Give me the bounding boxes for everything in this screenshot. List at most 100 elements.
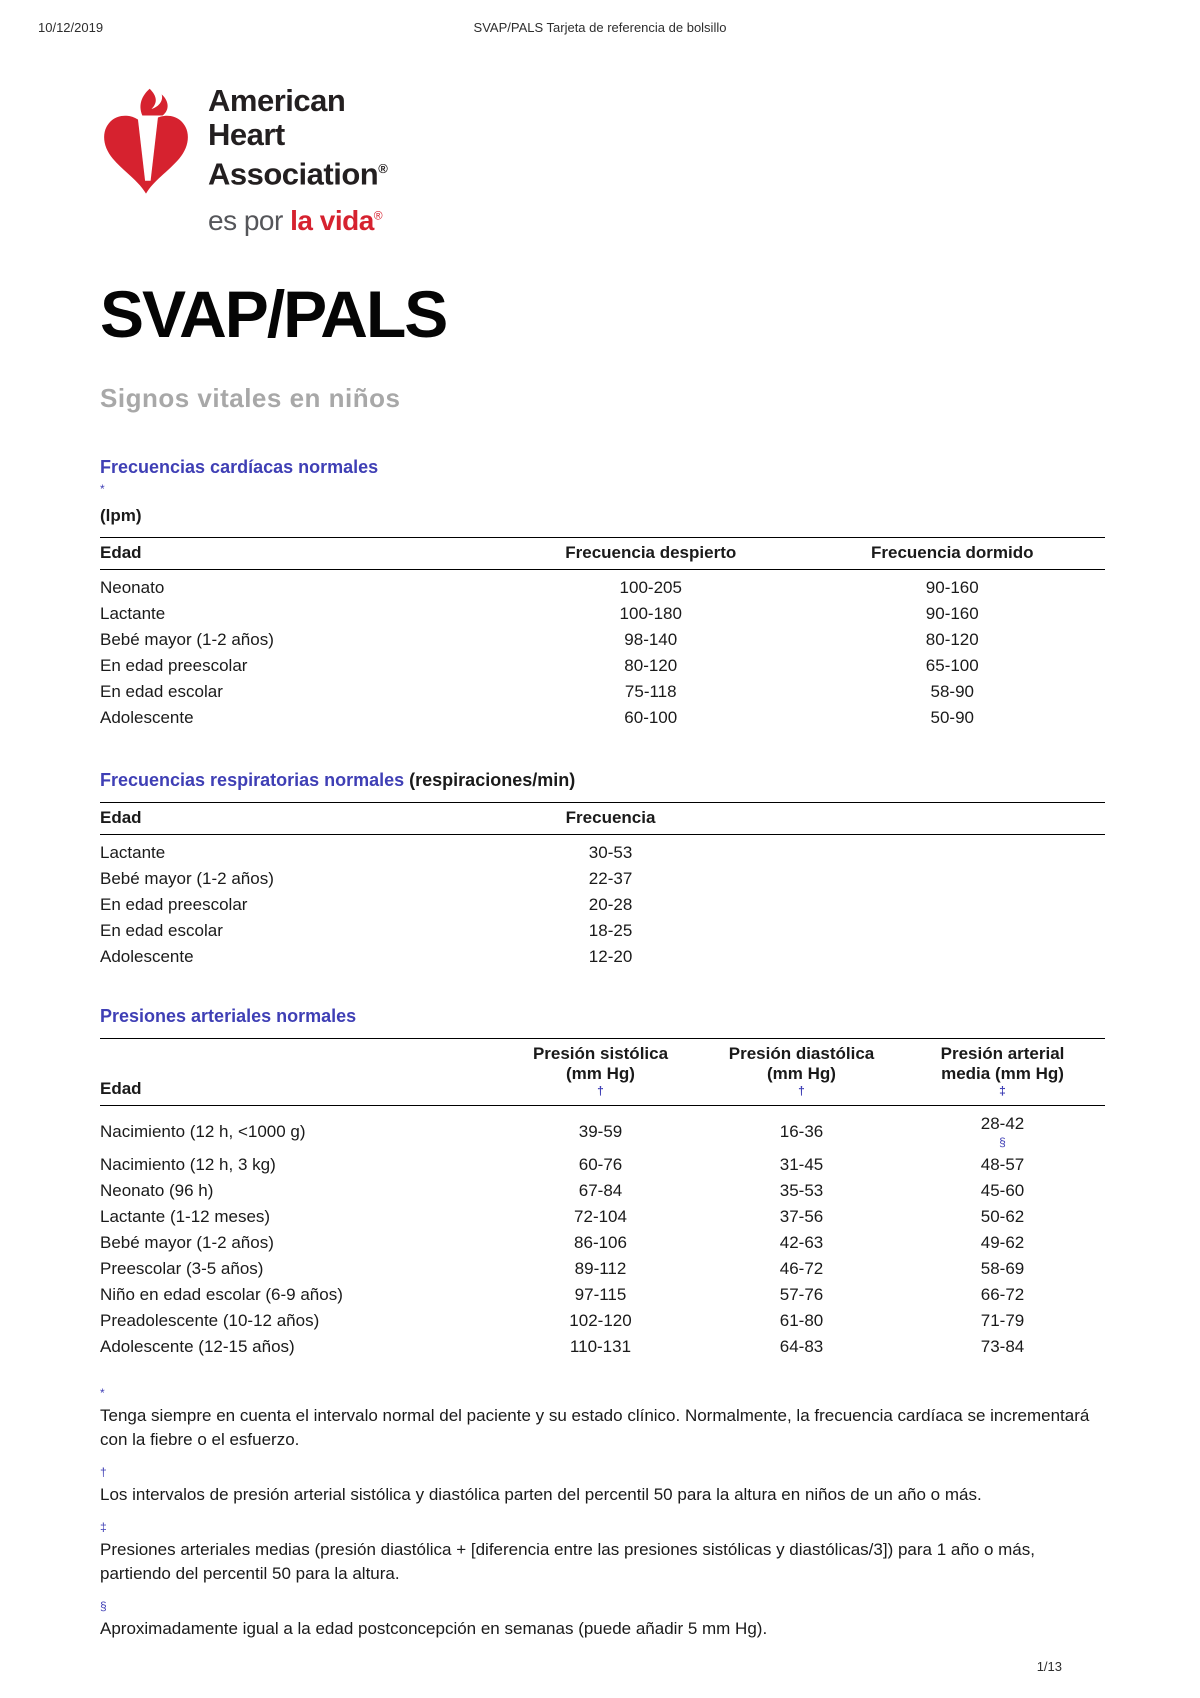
table-cell: 90-160 [804, 601, 1106, 627]
cell-text: Nacimiento (12 h, <1000 g) [100, 1121, 306, 1141]
table-cell: 57-76 [703, 1282, 904, 1308]
cell-text: Frecuencia [565, 807, 656, 827]
table-row: Nacimiento (12 h, 3 kg) 60-76 31-45 48-57 [100, 1152, 1105, 1178]
table-cell: En edad preescolar [100, 891, 502, 917]
header-row: Edad Frecuencia despierto Frecuencia dormi… [100, 537, 1105, 571]
table-cell: Lactante [100, 834, 502, 865]
table-cell: 58-90 [804, 679, 1106, 705]
footnote-marker[interactable]: § [999, 1135, 1006, 1150]
table-cell: 58-69 [904, 1256, 1105, 1282]
section-heading-heart-rate: Frecuencias cardíacas normales [100, 456, 1105, 478]
footnote-marker[interactable]: ‡ [100, 1519, 107, 1534]
table-row: En edad preescolar 80-120 65-100 [100, 653, 1105, 679]
aha-logo: American Heart Association® es por la vi… [100, 84, 1105, 237]
table-cell: Lactante [100, 601, 502, 627]
print-header: 10/12/2019 SVAP/PALS Tarjeta de referenc… [0, 20, 1200, 38]
table-cell: 46-72 [703, 1256, 904, 1282]
footnote-dagger: † Los intervalos de presión arterial sis… [100, 1465, 1105, 1507]
column-header: Edad [100, 537, 502, 571]
section-heading-suffix: (respiraciones/min) [404, 769, 576, 790]
cell-text: Edad [100, 1079, 142, 1099]
cell-text: Edad [100, 807, 142, 827]
cell-text: Presión diastólica (mm Hg) [728, 1044, 875, 1084]
table-cell: Neonato (96 h) [100, 1178, 502, 1204]
table-cell: 31-45 [703, 1152, 904, 1178]
cell-text: 90-160 [925, 578, 979, 598]
cell-text: 50-90 [930, 708, 974, 728]
table-cell [723, 891, 1105, 917]
table-row: Lactante 100-180 90-160 [100, 601, 1105, 627]
footnote-marker[interactable]: * [100, 1385, 105, 1400]
table-cell: Bebé mayor (1-2 años) [100, 1230, 502, 1256]
footnote-marker[interactable]: † [798, 1084, 805, 1099]
table-cell: 98-140 [502, 627, 804, 653]
cell-text: 64-83 [779, 1337, 824, 1357]
table-cell: 30-53 [502, 834, 723, 865]
table-cell: 110-131 [502, 1334, 703, 1360]
blood-pressure-table: Edad Presión sistólica (mm Hg) † Presión di… [100, 1038, 1105, 1360]
cell-text: En edad escolar [100, 920, 223, 940]
footnote-marker[interactable]: † [597, 1084, 604, 1099]
cell-text: 80-120 [925, 630, 979, 650]
table-cell: 20-28 [502, 891, 723, 917]
cell-text: 22-37 [588, 868, 633, 888]
page-content: American Heart Association® es por la vi… [100, 84, 1105, 1641]
table-row: Neonato (96 h) 67-84 35-53 45-60 [100, 1178, 1105, 1204]
logo-line-heart: Heart [208, 117, 285, 152]
table-cell: 100-180 [502, 601, 804, 627]
page-title: SVAP/PALS [100, 277, 448, 352]
cell-text: Preescolar (3-5 años) [100, 1259, 264, 1279]
cell-text: 110-131 [569, 1337, 632, 1357]
table-row: Lactante (1-12 meses) 72-104 37-56 50-62 [100, 1204, 1105, 1230]
cell-text: 90-160 [925, 604, 979, 624]
footnote-marker[interactable]: § [100, 1598, 107, 1613]
table-cell: 100-205 [502, 570, 804, 601]
section-heading-blood-pressure: Presiones arteriales normales [100, 1005, 1105, 1027]
cell-text: 60-76 [578, 1155, 623, 1175]
table-cell: En edad escolar [100, 917, 502, 943]
cell-text: 35-53 [779, 1181, 824, 1201]
table-row: Preescolar (3-5 años) 89-112 46-72 58-69 [100, 1256, 1105, 1282]
table-cell: 64-83 [703, 1334, 904, 1360]
table-cell [723, 834, 1105, 865]
logo-tagline: es por la vida® [208, 205, 387, 237]
section-heading-text: Frecuencias cardíacas normales [100, 457, 379, 478]
table-cell: 72-104 [502, 1204, 703, 1230]
column-header: Presión arterial media (mm Hg) ‡ [904, 1038, 1105, 1107]
tagline-registered-mark: ® [373, 209, 383, 223]
cell-text: 98-140 [624, 630, 678, 650]
footnote-marker[interactable]: ‡ [999, 1084, 1006, 1099]
table-cell: 102-120 [502, 1308, 703, 1334]
table-cell: 35-53 [703, 1178, 904, 1204]
cell-text: 66-72 [980, 1285, 1025, 1305]
cell-text: Adolescente [100, 708, 194, 728]
table-row: Neonato 100-205 90-160 [100, 570, 1105, 601]
cell-text: 12-20 [588, 946, 633, 966]
footnote-marker[interactable]: † [100, 1464, 107, 1479]
column-header: Frecuencia despierto [502, 537, 804, 571]
footnote-marker-asterisk[interactable]: * [100, 482, 105, 497]
table-cell [723, 943, 1105, 969]
header-row: Edad Presión sistólica (mm Hg) † Presión di… [100, 1038, 1105, 1107]
section-heading-text: Presiones arteriales normales [100, 1006, 357, 1027]
cell-text: 97-115 [574, 1285, 627, 1305]
respiratory-rate-table: Edad Frecuencia Lactante 30-53 Bebé mayor (… [100, 801, 1105, 970]
footnote-text: Tenga siempre en cuenta el intervalo nor… [100, 1405, 1090, 1449]
cell-text: Edad [100, 543, 142, 563]
cell-text: 102-120 [569, 1311, 632, 1331]
table-cell: 97-115 [502, 1282, 703, 1308]
cell-text: 100-180 [619, 604, 682, 624]
table-cell: 28-42 § [904, 1106, 1105, 1152]
footnote-section: § Aproximadamente igual a la edad postco… [100, 1599, 1105, 1641]
footnote-text: Presiones arteriales medias (presión dia… [100, 1539, 1035, 1583]
footnote-asterisk: * Tenga siempre en cuenta el intervalo n… [100, 1386, 1105, 1452]
table-cell: 16-36 [703, 1106, 904, 1152]
cell-text: 80-120 [624, 656, 678, 676]
cell-text: Lactante [100, 604, 166, 624]
table-cell: Niño en edad escolar (6-9 años) [100, 1282, 502, 1308]
table-cell: 18-25 [502, 917, 723, 943]
cell-text: 75-118 [624, 682, 677, 702]
table-cell: 48-57 [904, 1152, 1105, 1178]
heart-rate-table: Edad Frecuencia despierto Frecuencia dormi… [100, 537, 1105, 731]
